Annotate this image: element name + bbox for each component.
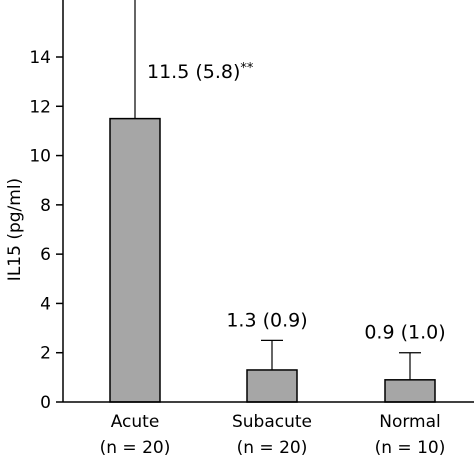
bar-subacute [246, 369, 298, 403]
y-tick-label: 0 [40, 393, 51, 413]
x-category-label: Normal [379, 412, 441, 432]
x-category-count: (n = 20) [237, 438, 308, 458]
y-tick-label: 10 [29, 147, 51, 167]
bar-acute [109, 117, 161, 403]
data-label-acute: 11.5 (5.8)** [147, 61, 254, 83]
y-tick-label: 8 [40, 196, 51, 216]
y-tick-label: 12 [29, 97, 51, 117]
y-axis-label: IL15 (pg/ml) [5, 178, 25, 281]
label-layer: 11.5 (5.8)** Acute (n = 20) 1.3 (0.9) Subacu… [100, 61, 446, 458]
y-tick-label: 2 [40, 344, 51, 364]
y-tick-label: 6 [40, 245, 51, 265]
bars-layer [109, 0, 436, 403]
x-category-label: Acute [111, 412, 160, 432]
y-tick-label: 14 [29, 48, 51, 68]
significance-mark: ** [240, 61, 254, 76]
y-tick-label: 4 [40, 294, 51, 314]
x-category-label: Subacute [232, 412, 312, 432]
axis-layer: 0 2 4 6 8 10 12 14 [29, 0, 474, 413]
x-category-count: (n = 20) [100, 438, 171, 458]
x-category-count: (n = 10) [375, 438, 446, 458]
data-label-subacute: 1.3 (0.9) [226, 309, 307, 331]
bar-normal [384, 379, 436, 403]
data-label-normal: 0.9 (1.0) [364, 322, 445, 344]
